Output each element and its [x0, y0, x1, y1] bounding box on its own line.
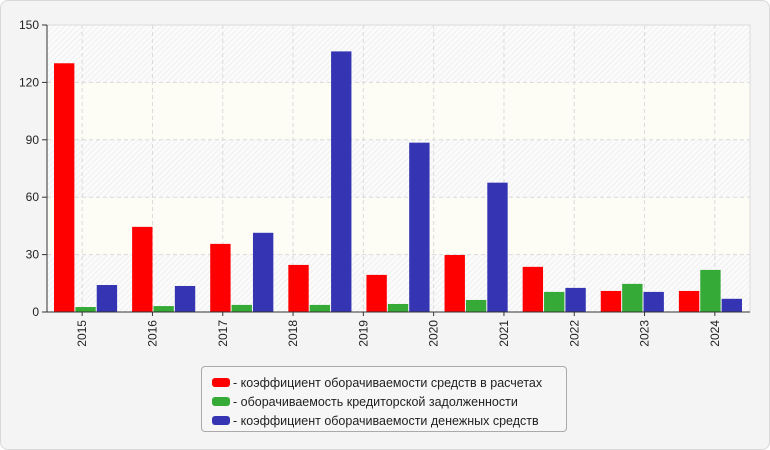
legend: - коэффициент оборачиваемости средств в … — [201, 366, 567, 432]
y-tick-label: 30 — [26, 248, 40, 262]
bar-series0 — [366, 274, 387, 312]
bar-series0 — [522, 266, 544, 312]
plot-band — [47, 25, 750, 83]
x-tick-label: 2022 — [567, 320, 581, 347]
bar-series1 — [700, 269, 721, 312]
x-tick-label: 2018 — [286, 320, 300, 347]
bar-series0 — [210, 243, 231, 312]
plot-band — [47, 82, 750, 140]
bar-series0 — [288, 264, 309, 312]
y-tick-label: 90 — [26, 133, 40, 147]
y-tick-label: 120 — [19, 75, 39, 89]
plot-band — [47, 139, 750, 198]
legend-label: - коэффициент оборачиваемости средств в … — [233, 375, 543, 390]
bar-series2 — [565, 287, 586, 312]
bar-series2 — [252, 232, 274, 312]
y-tick-label: 60 — [26, 190, 40, 204]
legend-label: - коэффициент оборачиваемости денежных с… — [233, 413, 539, 428]
y-tick-label: 0 — [32, 305, 39, 319]
bar-series2 — [174, 285, 196, 312]
legend-item-receivables-turnover: - коэффициент оборачиваемости средств в … — [212, 373, 566, 392]
x-tick-label: 2023 — [638, 320, 652, 347]
legend-swatch-red — [212, 378, 230, 387]
plot-band — [47, 197, 750, 255]
legend-swatch-blue — [212, 416, 230, 425]
bar-series2 — [96, 285, 118, 312]
bar-series0 — [444, 254, 465, 312]
x-tick-label: 2021 — [497, 320, 511, 347]
bar-series1 — [544, 291, 565, 312]
bar-series0 — [132, 226, 153, 312]
y-tick-label: 150 — [19, 18, 39, 32]
bar-series0 — [600, 290, 622, 312]
bar-series2 — [487, 182, 508, 312]
bar-series0 — [678, 290, 700, 312]
legend-label: - оборачиваемость кредиторской задолженн… — [233, 394, 518, 409]
bar-series2 — [409, 142, 430, 312]
x-tick-label: 2019 — [356, 320, 370, 347]
bar-series2 — [721, 298, 742, 312]
bar-series1 — [387, 303, 409, 312]
x-tick-label: 2015 — [75, 320, 89, 347]
legend-swatch-green — [212, 397, 230, 406]
bar-series1 — [75, 307, 96, 312]
bar-series1 — [231, 304, 252, 312]
bar-series0 — [54, 63, 75, 313]
bar-series1 — [465, 299, 487, 312]
x-tick-label: 2017 — [216, 320, 230, 347]
legend-item-cash-turnover: - коэффициент оборачиваемости денежных с… — [212, 411, 566, 430]
bar-series1 — [153, 306, 174, 312]
x-tick-label: 2016 — [145, 320, 159, 347]
bar-series2 — [331, 51, 352, 313]
bar-series2 — [643, 291, 664, 312]
legend-item-payables-turnover: - оборачиваемость кредиторской задолженн… — [212, 392, 566, 411]
x-tick-label: 2024 — [708, 320, 722, 347]
bar-series1 — [622, 283, 643, 312]
x-tick-label: 2020 — [427, 320, 441, 347]
bar-series1 — [309, 304, 331, 312]
